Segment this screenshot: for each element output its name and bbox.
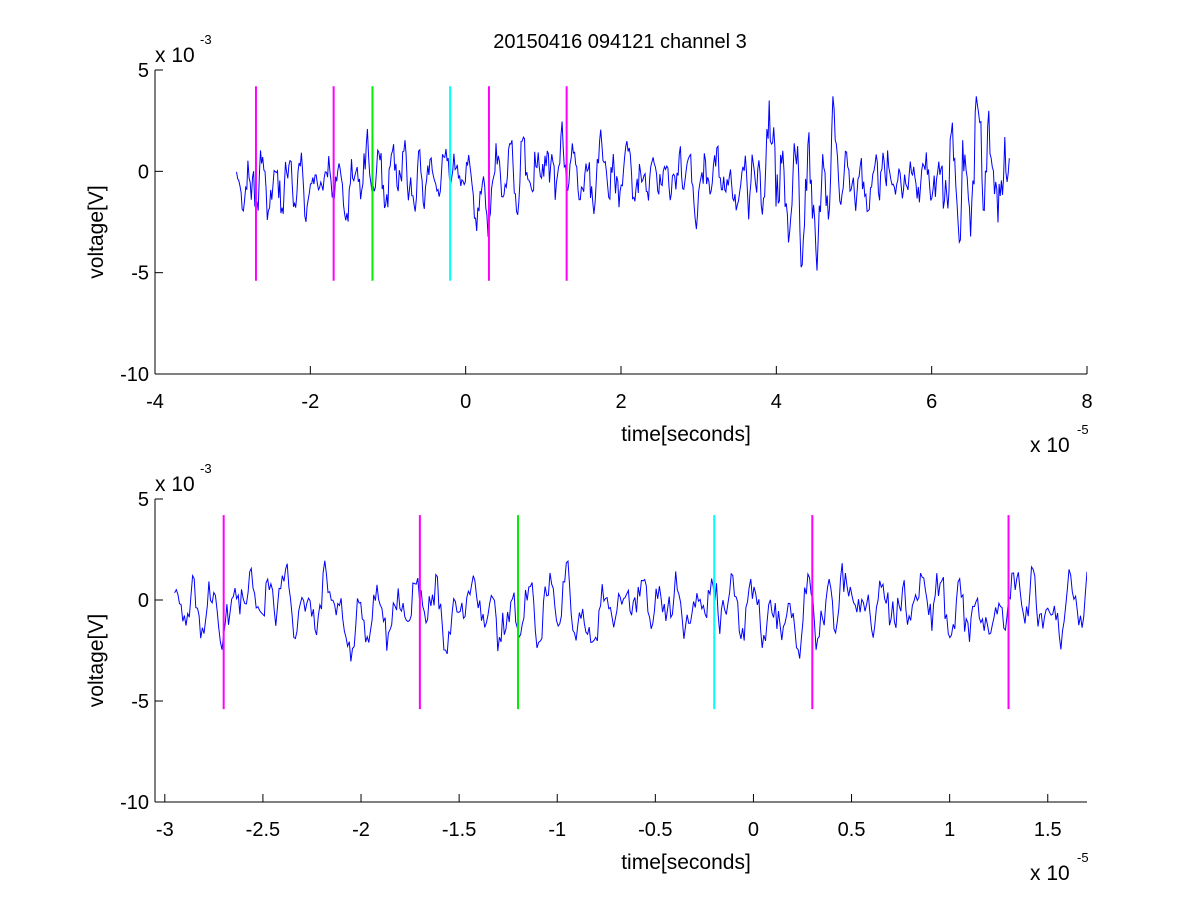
x-tick-label: 0.5 xyxy=(838,819,866,841)
y-exponent-label: x 10 xyxy=(155,473,195,496)
x-tick-label: 1 xyxy=(944,819,955,841)
y-exponent-value: -3 xyxy=(200,32,212,47)
x-tick-label: -1 xyxy=(548,819,566,841)
x-exponent-value: -5 xyxy=(1077,422,1089,437)
y-exponent-label: x 10 xyxy=(155,44,195,67)
y-tick-label: -5 xyxy=(131,263,149,285)
signal-line xyxy=(174,560,1087,662)
x-axis-label: time[seconds] xyxy=(621,423,751,446)
figure-title: 20150416 094121 channel 3 xyxy=(493,31,747,53)
y-axis-label: voltage[V] xyxy=(85,185,108,278)
x-tick-label: 6 xyxy=(926,391,937,413)
x-tick-label: -3 xyxy=(156,819,174,841)
bottom-axes: -3 -2.5 -2 -1.5 -1 -0.5 0 0.5 1 1.5 -10 -5 0 5 time[se… xyxy=(85,461,1089,885)
x-tick-label: 0 xyxy=(748,819,759,841)
y-tick-label: -10 xyxy=(120,792,149,814)
x-exponent-label: x 10 xyxy=(1030,862,1070,885)
x-tick-label: -4 xyxy=(146,391,164,413)
x-tick-label: 4 xyxy=(771,391,782,413)
signal-line xyxy=(236,96,1010,271)
x-exponent-value: -5 xyxy=(1077,850,1089,865)
top-axes: -4 -2 0 2 4 6 8 -10 -5 0 5 time[seconds] voltage[V] x… xyxy=(85,32,1093,457)
x-tick-label: 0 xyxy=(460,391,471,413)
y-tick-label: -5 xyxy=(131,691,149,713)
x-tick-label: -1.5 xyxy=(442,819,476,841)
y-tick-label: 0 xyxy=(138,590,149,612)
y-exponent-value: -3 xyxy=(200,461,212,476)
x-tick-label: -2 xyxy=(352,819,370,841)
x-tick-label: -2 xyxy=(301,391,319,413)
x-exponent-label: x 10 xyxy=(1030,434,1070,457)
y-tick-label: -10 xyxy=(120,364,149,386)
y-tick-label: 5 xyxy=(138,60,149,82)
x-tick-label: 2 xyxy=(615,391,626,413)
y-axis-label: voltage[V] xyxy=(85,614,108,707)
x-axis-label: time[seconds] xyxy=(621,851,751,874)
y-tick-label: 5 xyxy=(138,489,149,511)
x-tick-label: -2.5 xyxy=(246,819,280,841)
x-tick-label: 8 xyxy=(1081,391,1092,413)
y-tick-label: 0 xyxy=(138,161,149,183)
x-tick-label: 1.5 xyxy=(1034,819,1062,841)
x-tick-label: -0.5 xyxy=(638,819,672,841)
